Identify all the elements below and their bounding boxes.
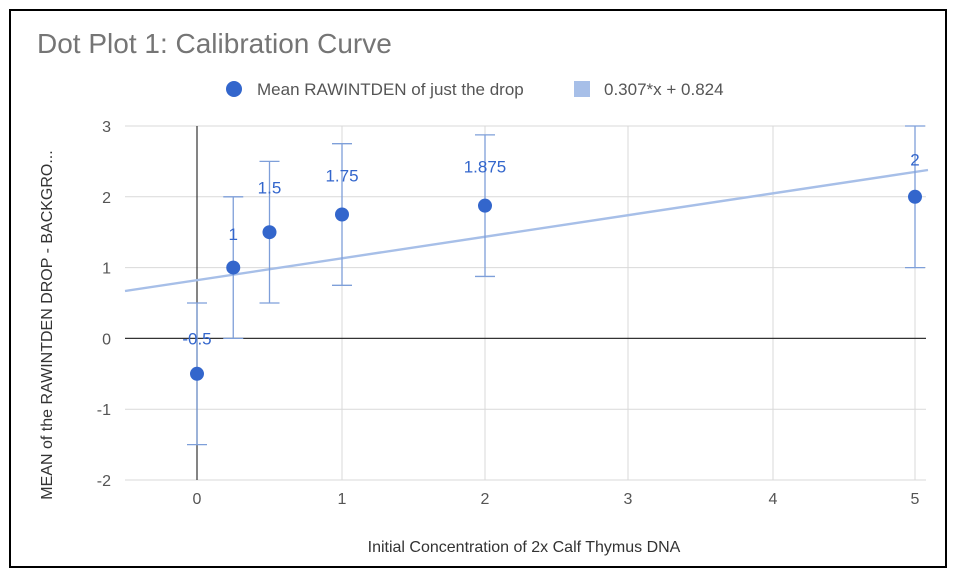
y-tick-labels: 3 2 1 0 -1 -2 — [97, 119, 111, 490]
data-point — [262, 225, 277, 240]
data-label: 1.75 — [325, 167, 358, 186]
trendline — [124, 168, 929, 293]
chart-frame: Dot Plot 1: Calibration Curve Mean RAWIN… — [9, 9, 947, 568]
data-label: 1.875 — [464, 157, 507, 176]
y-tick-label: -2 — [97, 473, 111, 490]
data-point — [478, 198, 492, 213]
data-point — [908, 189, 922, 204]
calibration-chart: Dot Plot 1: Calibration Curve Mean RAWIN… — [37, 28, 929, 556]
legend-series-marker — [226, 81, 242, 97]
error-bars — [187, 125, 925, 446]
gridlines — [125, 125, 926, 481]
y-tick-label: -1 — [97, 402, 111, 419]
y-tick-label: 1 — [102, 261, 111, 278]
x-axis-title: Initial Concentration of 2x Calf Thymus … — [368, 539, 681, 556]
data-point — [226, 260, 241, 275]
axes — [125, 126, 926, 480]
trendline-line — [124, 168, 929, 293]
x-tick-label: 4 — [769, 491, 778, 508]
y-tick-label: 0 — [102, 331, 111, 348]
x-tick-label: 0 — [193, 491, 202, 508]
chart-title: Dot Plot 1: Calibration Curve — [37, 28, 392, 59]
x-tick-label: 5 — [911, 491, 920, 508]
data-points — [190, 189, 922, 381]
data-point — [335, 207, 349, 222]
data-labels: -0.5 1 1.5 1.75 1.875 2 — [182, 150, 919, 348]
data-label: -0.5 — [182, 329, 211, 348]
legend-series-label[interactable]: Mean RAWINTDEN of just the drop — [257, 80, 524, 99]
y-tick-label: 3 — [102, 119, 111, 136]
legend: Mean RAWINTDEN of just the drop 0.307*x … — [226, 80, 724, 99]
data-label: 1.5 — [258, 179, 282, 198]
x-tick-labels: 0 1 2 3 4 5 — [193, 491, 920, 508]
x-tick-label: 1 — [338, 491, 347, 508]
legend-trendline-marker — [574, 81, 590, 97]
legend-trendline-label[interactable]: 0.307*x + 0.824 — [604, 80, 724, 99]
y-axis-title: MEAN of the RAWINTDEN DROP - BACKGRO... — [39, 150, 56, 499]
data-point — [190, 366, 204, 381]
y-tick-label: 2 — [102, 190, 111, 207]
x-tick-label: 2 — [481, 491, 490, 508]
data-label: 2 — [910, 150, 919, 169]
data-label: 1 — [229, 225, 238, 244]
x-tick-label: 3 — [624, 491, 633, 508]
